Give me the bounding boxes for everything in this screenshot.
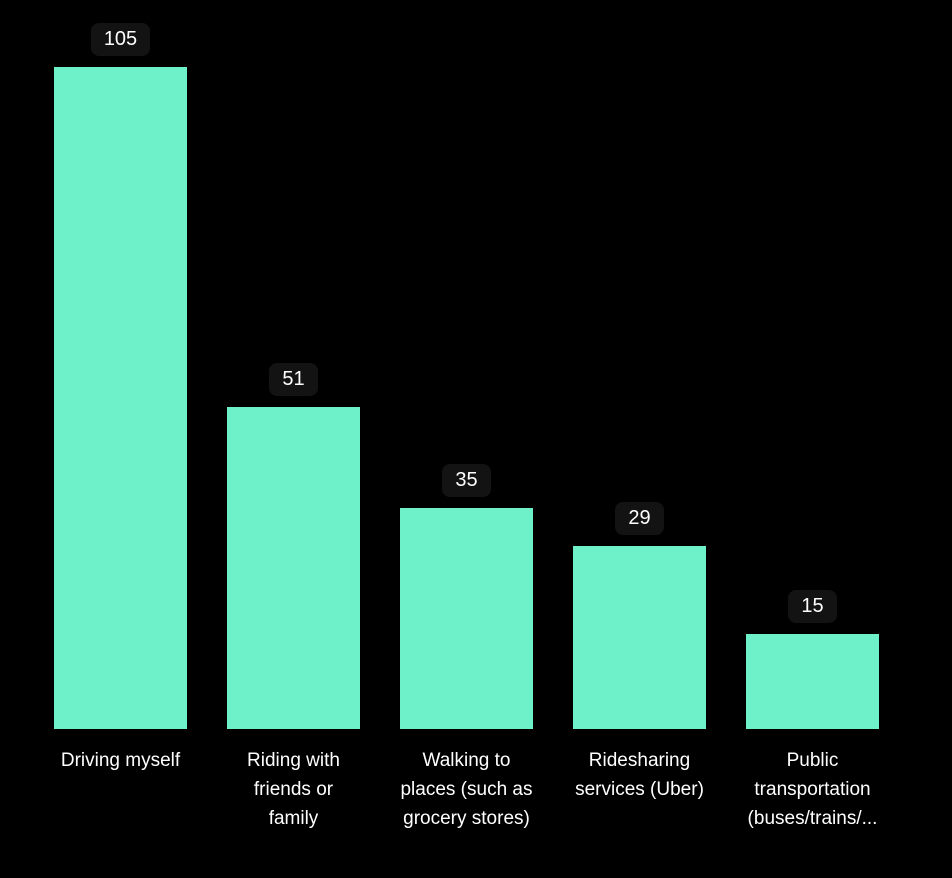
x-axis: Driving myself Riding with friends or famil…: [34, 746, 899, 833]
bar[interactable]: [400, 508, 533, 729]
bar-group: 51: [207, 363, 380, 729]
value-label: 105: [90, 23, 151, 56]
plot-area: 105 51 35 29 15: [34, 0, 899, 729]
x-axis-label: Public transportation (buses/trains/...: [747, 750, 878, 829]
value-label: 15: [788, 590, 837, 623]
x-axis-label: Walking to places (such as grocery stores): [400, 750, 533, 829]
x-axis-label: Ridesharing services (Uber): [575, 750, 704, 800]
value-label: 29: [615, 502, 664, 535]
x-axis-label: Driving myself: [60, 750, 181, 771]
bar[interactable]: [573, 546, 706, 729]
bar[interactable]: [746, 634, 879, 729]
value-label: 35: [442, 464, 491, 497]
value-label: 51: [269, 363, 318, 396]
x-axis-label: Riding with friends or family: [247, 750, 340, 829]
bar-group: 29: [553, 502, 726, 729]
bar[interactable]: [54, 67, 187, 729]
bar-group: 105: [34, 23, 207, 729]
bar-group: 35: [380, 464, 553, 729]
bar-group: 15: [726, 590, 899, 729]
bar[interactable]: [227, 407, 360, 729]
